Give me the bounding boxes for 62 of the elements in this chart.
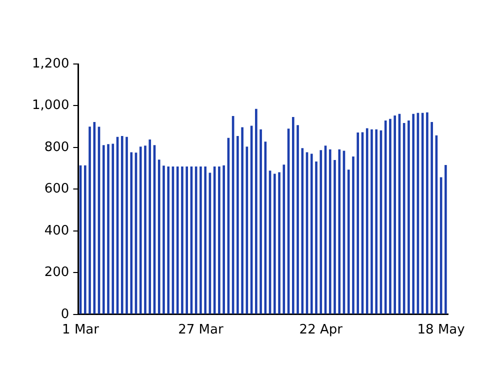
bar	[412, 114, 414, 314]
bar	[186, 166, 188, 314]
bar	[84, 165, 86, 314]
bar	[148, 140, 152, 314]
y-tick-label: 200	[44, 265, 70, 280]
bar	[310, 154, 313, 314]
bar	[292, 117, 294, 314]
bar	[375, 129, 378, 314]
bar	[278, 172, 280, 314]
bar	[384, 120, 387, 314]
bar	[204, 166, 206, 314]
bar	[126, 136, 128, 314]
y-tick-label: 0	[60, 306, 70, 322]
bar	[301, 148, 304, 314]
y-tick-label: 800	[44, 140, 70, 155]
bar	[296, 125, 299, 314]
bar	[112, 144, 114, 314]
bar	[260, 129, 262, 314]
bar	[334, 160, 336, 314]
bar	[176, 166, 179, 314]
bar	[88, 126, 91, 314]
bar	[352, 156, 354, 314]
bar	[389, 118, 392, 314]
bar	[107, 144, 110, 314]
bar	[430, 122, 433, 314]
bar	[93, 122, 96, 314]
bar	[274, 174, 276, 314]
y-tick-label: 1,000	[32, 98, 70, 114]
x-tick-label: 1 Mar	[62, 322, 100, 338]
bar	[394, 116, 396, 314]
y-tick-label: 400	[44, 223, 70, 238]
bar	[255, 108, 258, 314]
y-tick-label: 600	[44, 182, 70, 197]
bar	[181, 166, 184, 314]
bar	[356, 132, 360, 314]
bar	[408, 120, 410, 314]
bar	[315, 161, 318, 314]
bar	[218, 166, 220, 314]
bar	[130, 152, 133, 314]
y-tick-label: 1,200	[32, 56, 70, 72]
x-tick-label: 22 Apr	[299, 322, 344, 338]
bar	[347, 170, 350, 314]
bar	[167, 166, 170, 314]
bar	[222, 165, 225, 314]
x-tick-label: 27 Mar	[178, 322, 224, 338]
bar	[236, 136, 239, 314]
bar	[328, 149, 332, 314]
bar	[444, 164, 447, 314]
bar	[200, 166, 202, 314]
bar	[162, 166, 165, 314]
bar	[241, 127, 244, 314]
bar	[370, 129, 373, 314]
bar	[320, 150, 322, 314]
bar	[366, 128, 368, 314]
bar	[426, 112, 428, 314]
bar	[120, 136, 124, 314]
bar	[144, 146, 146, 314]
bar	[139, 146, 142, 314]
x-tick-label: 18 May	[417, 322, 466, 338]
bar	[158, 160, 160, 314]
bar	[338, 149, 341, 314]
bar	[102, 145, 105, 314]
